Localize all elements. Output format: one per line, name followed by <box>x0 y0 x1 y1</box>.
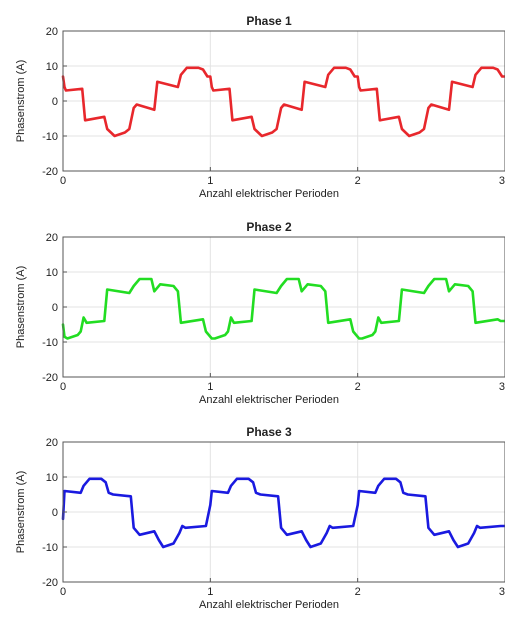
y-tick-label: 10 <box>46 472 58 484</box>
y-tick-label: -20 <box>42 166 58 178</box>
x-tick-label: 1 <box>207 586 213 598</box>
x-tick-label: 3 <box>499 381 505 393</box>
x-tick-label: 3 <box>499 586 505 598</box>
x-tick-label: 1 <box>207 175 213 187</box>
y-tick-label: -10 <box>42 337 58 349</box>
series-line <box>61 66 505 138</box>
x-axis-label: Anzahl elektrischer Perioden <box>199 394 339 406</box>
x-tick-label: 1 <box>207 381 213 393</box>
y-axis-label: Phasenstrom (A) <box>15 60 27 143</box>
x-tick-label: 3 <box>499 175 505 187</box>
y-axis-label: Phasenstrom (A) <box>15 266 27 349</box>
series-line <box>61 277 505 340</box>
chart-title: Phase 1 <box>246 14 292 28</box>
series-line <box>61 477 505 549</box>
y-tick-label: 20 <box>46 437 58 449</box>
y-axis-label: Phasenstrom (A) <box>15 471 27 554</box>
chart-title: Phase 2 <box>246 220 292 234</box>
y-tick-label: -20 <box>42 577 58 589</box>
y-tick-label: -10 <box>42 542 58 554</box>
x-tick-label: 0 <box>60 381 66 393</box>
y-tick-label: 0 <box>52 507 58 519</box>
y-tick-label: -20 <box>42 372 58 384</box>
y-tick-label: 0 <box>52 96 58 108</box>
x-tick-label: 2 <box>355 175 361 187</box>
y-tick-label: 10 <box>46 267 58 279</box>
x-tick-label: 0 <box>60 586 66 598</box>
chart-title: Phase 3 <box>246 425 292 439</box>
y-tick-label: 10 <box>46 61 58 73</box>
y-tick-label: 20 <box>46 26 58 38</box>
x-tick-label: 0 <box>60 175 66 187</box>
x-tick-label: 2 <box>355 381 361 393</box>
y-tick-label: 20 <box>46 232 58 244</box>
x-axis-label: Anzahl elektrischer Perioden <box>199 188 339 200</box>
y-tick-label: 0 <box>52 302 58 314</box>
x-axis-label: Anzahl elektrischer Perioden <box>199 599 339 611</box>
x-tick-label: 2 <box>355 586 361 598</box>
y-tick-label: -10 <box>42 131 58 143</box>
